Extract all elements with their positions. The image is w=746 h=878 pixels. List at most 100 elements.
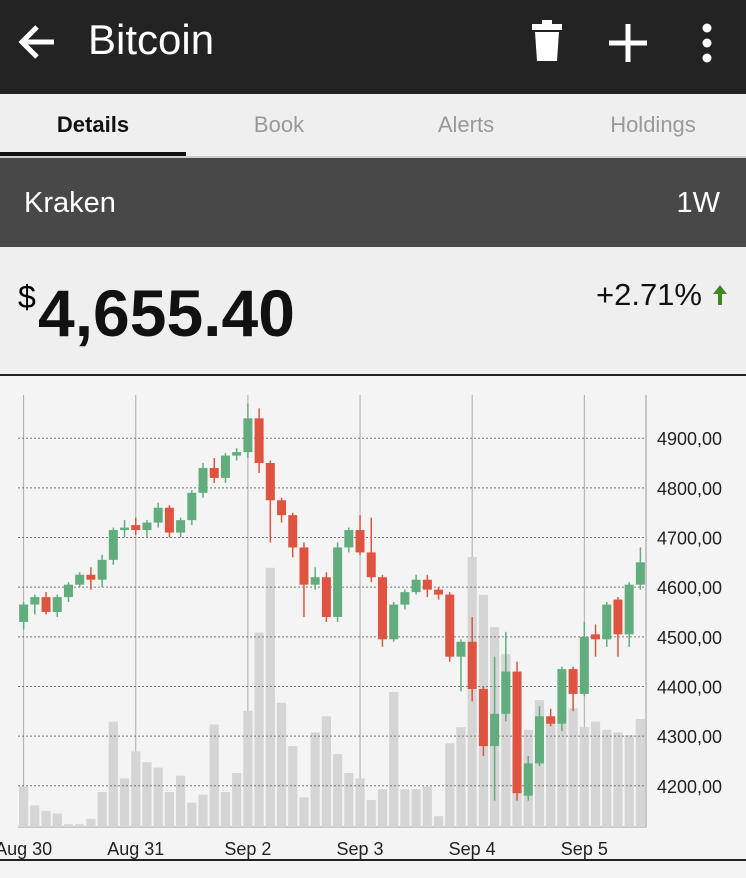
volume-bar: [108, 721, 118, 827]
x-tick-label: Sep 3: [337, 839, 384, 859]
title: Bitcoin: [88, 16, 215, 63]
volume-bar: [86, 818, 96, 827]
volume-bar: [288, 746, 298, 827]
volume-bar: [75, 824, 85, 827]
volume-bar: [422, 786, 432, 827]
candle-body: [512, 671, 522, 794]
x-tick-label: Aug 31: [107, 839, 164, 859]
volume-bar: [310, 732, 320, 827]
candle-body: [75, 574, 85, 585]
volume-bar: [389, 692, 399, 827]
volume-bar: [344, 773, 354, 827]
tab[interactable]: Holdings: [610, 112, 696, 137]
volume-bar: [433, 816, 444, 827]
candle-body: [142, 522, 152, 531]
candle-body: [490, 713, 500, 747]
candle-body: [120, 527, 130, 531]
volume-bar: [579, 727, 589, 827]
y-tick-label: 4500,00: [657, 628, 722, 648]
volume-bar: [445, 743, 455, 827]
candle-body: [534, 716, 544, 764]
price: 4,655.40: [38, 276, 295, 350]
candle-body: [52, 597, 62, 612]
candle-body: [265, 463, 275, 501]
candle-body: [220, 455, 230, 478]
menu-button[interactable]: [702, 23, 712, 63]
volume-bar: [602, 729, 612, 827]
candle-body: [389, 604, 399, 640]
volume-bar: [41, 810, 51, 827]
candle-body: [153, 507, 163, 523]
candle-body: [568, 669, 578, 694]
range: 1W: [676, 187, 721, 219]
volume-bar: [265, 567, 275, 827]
volume-bar: [220, 791, 231, 827]
volume-bar: [321, 716, 331, 827]
candle-body: [411, 579, 421, 593]
volume-bar: [377, 789, 388, 827]
volume-bar: [613, 732, 623, 827]
candle-body: [467, 641, 477, 689]
candle-body: [377, 577, 387, 640]
volume-bar: [501, 654, 511, 827]
candle-body: [523, 763, 533, 796]
add-button[interactable]: [609, 24, 647, 62]
change: +2.71%: [595, 277, 702, 312]
volume-bar: [119, 778, 130, 827]
candle-body: [232, 452, 242, 456]
tab-indicator: [0, 152, 186, 156]
candle-body: [63, 584, 73, 598]
candle-body: [613, 599, 623, 635]
volume-bar: [333, 754, 343, 827]
candle-body: [478, 688, 488, 747]
tab-bar: Details Book Alerts Holdings: [0, 94, 746, 158]
exchange-name: Kraken: [24, 187, 116, 219]
icons: [18, 20, 712, 63]
app-bar: Bitcoin: [0, 0, 746, 94]
candle-body: [187, 492, 197, 521]
candle-body: [579, 636, 589, 694]
candle-body: [243, 418, 253, 453]
candle-body: [198, 467, 208, 493]
volume-bar: [624, 735, 634, 827]
volume-bar: [456, 727, 466, 827]
candle-body: [321, 577, 331, 617]
candle-body: [19, 604, 29, 622]
tab[interactable]: Details: [56, 112, 130, 137]
candle-body: [635, 562, 645, 585]
volume-bar: [232, 773, 242, 827]
volume-bar: [400, 789, 410, 827]
y-tick-label: 4300,00: [657, 727, 722, 747]
volume-bar: [164, 791, 174, 827]
tab[interactable]: Alerts: [437, 112, 495, 137]
exchange-bar[interactable]: Kraken 1W: [0, 158, 746, 247]
volume-bar: [276, 702, 287, 827]
candle-body: [456, 641, 466, 657]
volume-bar: [131, 751, 141, 827]
volume-bar: [19, 786, 29, 827]
delete-button[interactable]: [532, 20, 562, 61]
volume-bar: [411, 789, 421, 827]
y-tick-label: 4800,00: [657, 479, 722, 499]
candle-body: [422, 579, 432, 590]
volume-bar: [63, 824, 74, 827]
candle-body: [366, 552, 376, 578]
candle-body: [209, 467, 219, 478]
x-tick-label: Sep 4: [449, 839, 496, 859]
volume-bar: [198, 794, 208, 827]
volume-bar: [568, 708, 578, 827]
candle-body: [131, 525, 141, 531]
volume-bar: [635, 719, 645, 827]
back-button[interactable]: [18, 25, 54, 59]
candle-body: [624, 584, 634, 635]
tab[interactable]: Book: [253, 112, 305, 137]
candle-body: [355, 530, 365, 553]
candle-body: [310, 577, 320, 585]
candle-body: [591, 634, 601, 640]
candle-body: [400, 592, 410, 605]
candle-body: [501, 671, 511, 714]
volume-bar: [355, 778, 365, 827]
candle-body: [299, 547, 309, 585]
candle-body: [546, 716, 556, 724]
